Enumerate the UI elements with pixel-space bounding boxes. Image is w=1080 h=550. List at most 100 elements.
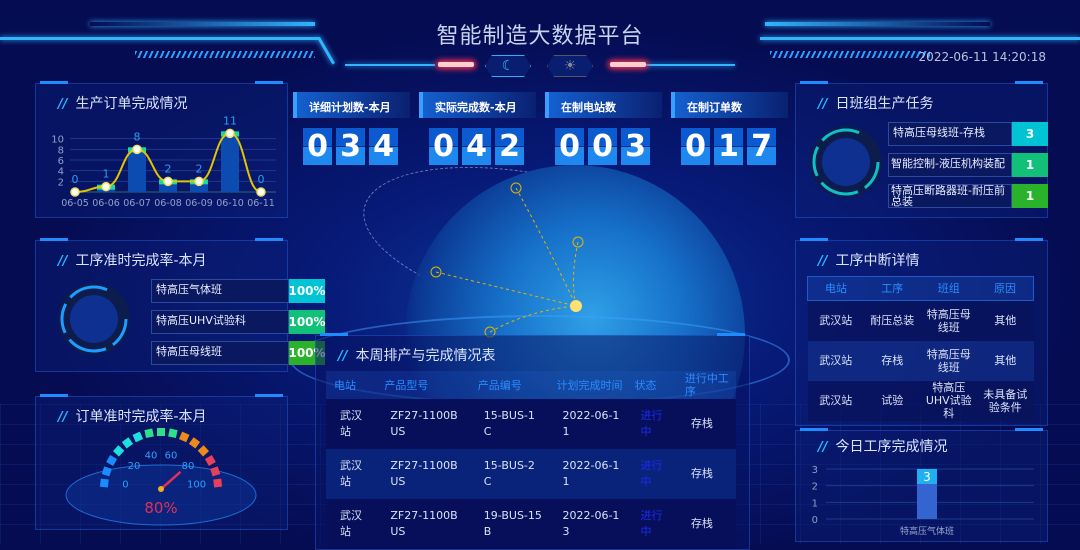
item-label: 特高压断路器班-耐压前总装 bbox=[888, 184, 1012, 208]
counter-label: 在制电站数 bbox=[545, 92, 662, 118]
panel-title-text: 订单准时完成率-本月 bbox=[75, 409, 207, 425]
panel-title: // 工序准时完成率-本月 bbox=[58, 253, 207, 270]
panel-title: // 日班组生产任务 bbox=[818, 96, 934, 113]
panel-title-text: 本周排产与完成情况表 bbox=[355, 348, 496, 364]
order-rate-gauge: 020 40 60 80 100 80% bbox=[65, 428, 257, 526]
counter-digit: 0 bbox=[555, 128, 584, 165]
today-process-panel: // 今日工序完成情况 0 1 2 3 3 特高压气体班 bbox=[795, 428, 1048, 542]
bar bbox=[190, 181, 208, 192]
x-tick-label: 06-07 bbox=[123, 198, 151, 209]
column-header[interactable]: 班组 bbox=[937, 282, 960, 295]
column-header[interactable]: 原因 bbox=[994, 282, 1016, 295]
order-completion-panel: //生产订单完成情况 2 4 6 8 10 06-05 0 06-06 1 06-07 8 06-08… bbox=[35, 81, 288, 218]
panel-title: // 本周排产与完成情况表 bbox=[338, 348, 496, 365]
header-line-right bbox=[760, 37, 1080, 40]
y-tick-label: 1 bbox=[812, 498, 818, 509]
header-light-left bbox=[438, 62, 474, 67]
table-cell: ZF27-1100BUS bbox=[390, 409, 458, 438]
gauge-segment bbox=[112, 445, 125, 457]
table-cell: ZF27-1100BUS bbox=[390, 459, 458, 488]
title-slash-icon: // bbox=[818, 440, 828, 455]
gauge-segment bbox=[99, 478, 109, 488]
list-item: 特高压UHV试验科 100% bbox=[151, 310, 326, 334]
list-item: 特高压气体班 100% bbox=[151, 279, 326, 303]
header-accent-left bbox=[90, 22, 315, 26]
column-header[interactable]: 工序 bbox=[881, 282, 904, 295]
flight-lines bbox=[430, 182, 584, 338]
gauge-segment bbox=[132, 431, 144, 443]
panel-title-text: 生产订单完成情况 bbox=[75, 96, 188, 112]
counter-digit: 0 bbox=[588, 128, 617, 165]
counter-digit: 3 bbox=[621, 128, 650, 165]
table-cell: 存栈 bbox=[690, 517, 713, 530]
y-tick-label: 2 bbox=[58, 177, 64, 188]
gauge-value: 80% bbox=[144, 499, 177, 517]
table-cell: 耐压总装 bbox=[870, 314, 915, 328]
order-completion-chart: 24681006-05006-06106-07806-08206-09206-1… bbox=[51, 114, 276, 209]
bar bbox=[221, 133, 239, 192]
column-header[interactable]: 计划完成时间 bbox=[556, 378, 623, 392]
dark-theme-button[interactable]: ☾ bbox=[485, 55, 531, 77]
table-row[interactable]: 武汉站 ZF27-1100BUS 15-BUS-2C 2022-06-11 进行中 存栈 bbox=[326, 449, 736, 499]
gauge-tick-label: 40 bbox=[145, 450, 158, 461]
column-header[interactable]: 电站 bbox=[334, 378, 356, 392]
counter-digit: 4 bbox=[462, 128, 491, 165]
column-header[interactable]: 产品型号 bbox=[384, 378, 429, 392]
column-header[interactable]: 电站 bbox=[825, 282, 847, 295]
page-title: 智能制造大数据平台 bbox=[436, 24, 644, 49]
counter-digit: 0 bbox=[429, 128, 458, 165]
counter-label: 实际完成数-本月 bbox=[419, 92, 536, 118]
gauge-segment bbox=[178, 431, 190, 443]
data-point bbox=[101, 181, 111, 192]
table-cell: 武汉站 bbox=[819, 354, 853, 367]
moon-icon: ☾ bbox=[501, 58, 515, 74]
y-tick-label: 0 bbox=[812, 515, 818, 526]
table-cell: 武汉站 bbox=[819, 314, 853, 328]
column-header[interactable]: 产品编号 bbox=[477, 378, 522, 392]
item-label: 特高压UHV试验科 bbox=[151, 310, 289, 334]
table-row[interactable]: 武汉站 耐压总装 特高压母线班 其他 bbox=[807, 300, 1034, 341]
table-cell: 存栈 bbox=[690, 467, 713, 480]
gauge-tick-label: 0 bbox=[122, 479, 128, 490]
header-stripes-right bbox=[770, 51, 930, 58]
data-point bbox=[225, 128, 235, 139]
counter-2: 实际完成数-本月 0 4 2 bbox=[419, 92, 536, 165]
title-slash-icon: // bbox=[58, 254, 68, 269]
datetime: 2022-06-11 14:20:18 bbox=[918, 50, 1046, 64]
panel-title: // 今日工序完成情况 bbox=[818, 439, 948, 456]
x-tick-label: 06-08 bbox=[154, 198, 182, 209]
header-line-left bbox=[0, 37, 320, 40]
light-theme-button[interactable]: ☀ bbox=[547, 55, 593, 77]
table-row[interactable]: 武汉站 试验 特高压UHV试验科 未具备试验条件 bbox=[807, 380, 1034, 421]
table-cell: 2022-06-11 bbox=[562, 409, 620, 438]
gauge-needle bbox=[160, 470, 182, 490]
x-tick-label: 06-11 bbox=[247, 198, 275, 209]
table-row[interactable]: 武汉站 存栈 特高压母线班 其他 bbox=[807, 340, 1034, 381]
table-row[interactable]: 武汉站 ZF27-1100BUS 19-BUS-15B 2022-06-13 进行中 存栈 bbox=[326, 499, 736, 549]
data-label: 0 bbox=[72, 173, 79, 186]
counter-digit: 1 bbox=[714, 128, 743, 165]
counter-digit: 3 bbox=[336, 128, 365, 165]
bar bbox=[128, 149, 146, 192]
item-value: 100% bbox=[288, 279, 326, 303]
item-value: 1 bbox=[1012, 184, 1048, 208]
table-cell: 其他 bbox=[994, 354, 1017, 367]
counter-3: 在制电站数 0 0 3 bbox=[545, 92, 662, 165]
process-rate-panel: //工序准时完成率-本月 特高压气体班 100% 特高压UHV试验科 100% 特高… bbox=[35, 238, 326, 372]
table-cell: 2022-06-11 bbox=[562, 459, 620, 488]
table-cell: 武汉站 bbox=[340, 409, 362, 438]
column-header[interactable]: 状态 bbox=[634, 378, 657, 392]
panel-title-text: 工序中断详情 bbox=[835, 253, 920, 269]
x-tick-label: 06-10 bbox=[216, 198, 244, 209]
table-row[interactable]: 武汉站 ZF27-1100BUS 15-BUS-1C 2022-06-11 进行中 存栈 bbox=[326, 399, 736, 449]
table-cell: 存栈 bbox=[881, 354, 904, 367]
title-slash-icon: // bbox=[58, 97, 68, 112]
y-tick-label: 6 bbox=[58, 156, 64, 167]
list-item: 特高压母线班-存栈 3 bbox=[888, 122, 1048, 146]
column-header[interactable]: 进行中工序 bbox=[684, 372, 729, 398]
data-label: 8 bbox=[134, 130, 141, 143]
table-cell: 武汉站 bbox=[340, 509, 362, 538]
